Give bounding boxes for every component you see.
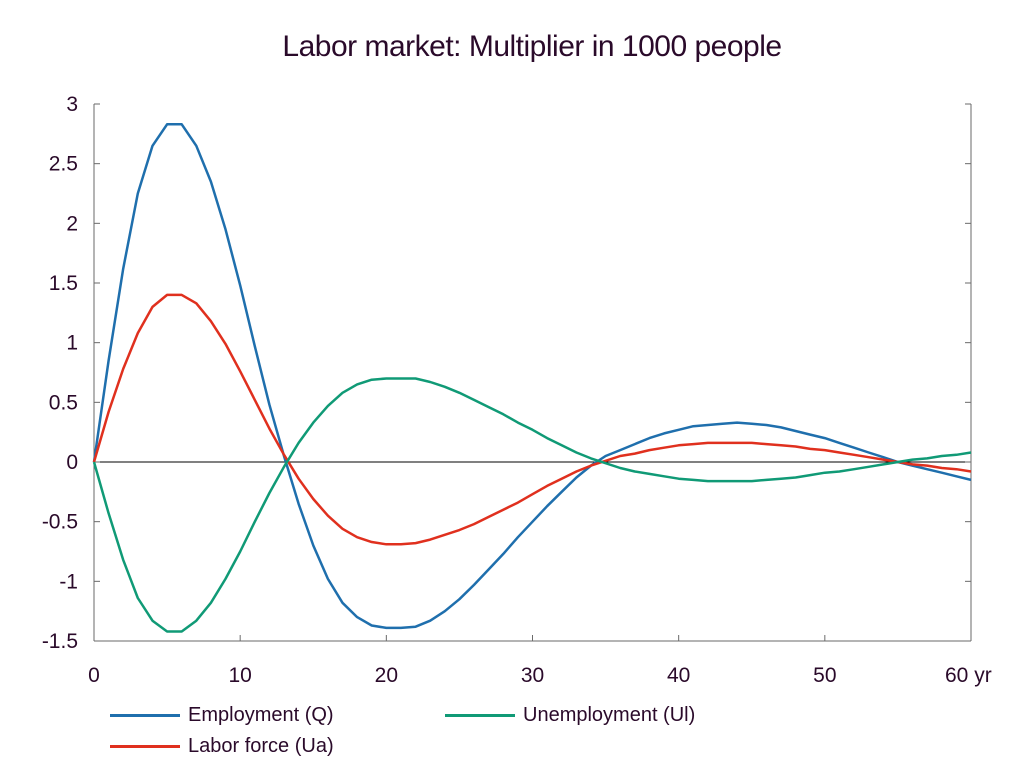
series-lines <box>92 123 972 633</box>
y-tick-label: 0.5 <box>49 391 78 414</box>
tick-labels: 3 2.5 2 1.5 1 0.5 0 -0.5 -1 -1.5 0 10 20 30 40 50 60 yr <box>42 93 992 687</box>
chart-title: Labor market: Multiplier in 1000 people <box>282 30 782 63</box>
legend-item-labor-force: Labor force (Ua) <box>110 735 334 758</box>
x-tick-label: 20 <box>375 664 398 687</box>
x-tick-label: 60 yr <box>945 664 992 687</box>
legend-swatch-labor-force <box>110 745 180 748</box>
legend-swatch-employment <box>110 714 180 717</box>
y-tick-label: 1.5 <box>49 272 78 295</box>
series-line-employment <box>92 123 972 630</box>
y-tick-label: 2.5 <box>49 153 78 176</box>
y-tick-label: -0.5 <box>42 511 78 534</box>
legend-label-employment: Employment (Q) <box>188 704 334 726</box>
y-tick-label: 3 <box>66 93 78 116</box>
series-line-unemployment <box>92 377 972 633</box>
x-tick-label: 40 <box>667 664 690 687</box>
legend-swatch-unemployment <box>445 714 515 717</box>
legend-item-unemployment: Unemployment (Ul) <box>445 704 695 727</box>
x-tick-label: 10 <box>228 664 251 687</box>
x-tick-label: 30 <box>521 664 544 687</box>
axes <box>93 103 972 642</box>
legend-item-employment: Employment (Q) <box>110 704 334 727</box>
y-tick-label: 2 <box>66 212 78 235</box>
y-tick-label: -1 <box>59 570 78 593</box>
legend-label-unemployment: Unemployment (Ul) <box>523 704 696 726</box>
legend-label-labor-force: Labor force (Ua) <box>188 735 334 757</box>
x-tick-label: 0 <box>88 664 100 687</box>
series-line-labor-force <box>92 293 972 546</box>
x-tick-label: 50 <box>813 664 836 687</box>
y-tick-label: 1 <box>66 332 78 355</box>
y-tick-label: 0 <box>66 451 78 474</box>
y-tick-label: -1.5 <box>42 630 78 653</box>
